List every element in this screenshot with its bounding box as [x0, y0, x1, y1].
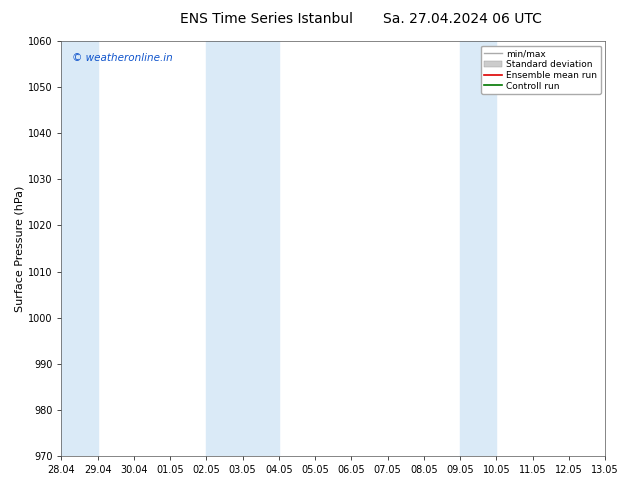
Legend: min/max, Standard deviation, Ensemble mean run, Controll run: min/max, Standard deviation, Ensemble me… [481, 46, 600, 94]
Bar [207, 41, 279, 456]
Bar [61, 41, 98, 456]
Text: Sa. 27.04.2024 06 UTC: Sa. 27.04.2024 06 UTC [384, 12, 542, 26]
Y-axis label: Surface Pressure (hPa): Surface Pressure (hPa) [15, 185, 25, 312]
Text: ENS Time Series Istanbul: ENS Time Series Istanbul [180, 12, 353, 26]
Bar [460, 41, 496, 456]
Text: © weatheronline.in: © weatheronline.in [72, 53, 173, 64]
